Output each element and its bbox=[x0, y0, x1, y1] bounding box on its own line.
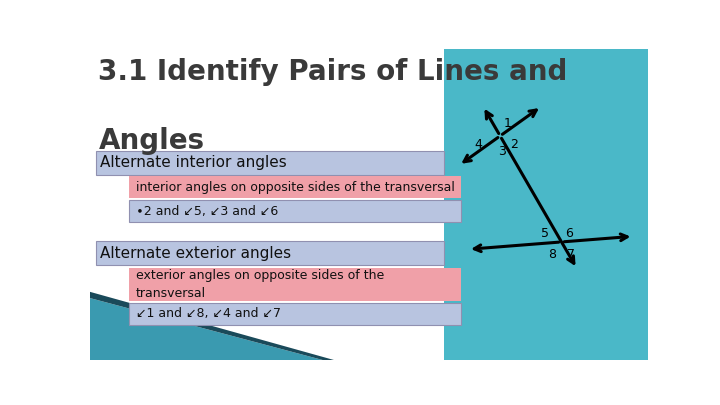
Text: 1: 1 bbox=[504, 117, 512, 130]
FancyBboxPatch shape bbox=[96, 151, 444, 175]
FancyBboxPatch shape bbox=[96, 241, 444, 265]
Polygon shape bbox=[90, 292, 336, 360]
Text: Alternate interior angles: Alternate interior angles bbox=[100, 155, 287, 170]
Polygon shape bbox=[90, 298, 324, 360]
Text: exterior angles on opposite sides of the
transversal: exterior angles on opposite sides of the… bbox=[136, 269, 384, 300]
FancyBboxPatch shape bbox=[444, 49, 648, 360]
Text: Angles: Angles bbox=[99, 126, 204, 155]
Text: 3: 3 bbox=[498, 145, 505, 158]
FancyBboxPatch shape bbox=[129, 268, 461, 301]
Text: 2: 2 bbox=[510, 139, 518, 151]
Text: 8: 8 bbox=[548, 248, 556, 261]
Text: 4: 4 bbox=[474, 138, 482, 151]
Text: 7: 7 bbox=[567, 248, 575, 261]
FancyBboxPatch shape bbox=[129, 200, 461, 222]
Text: 6: 6 bbox=[565, 227, 572, 240]
Text: ↙1 and ↙8, ↙4 and ↙7: ↙1 and ↙8, ↙4 and ↙7 bbox=[136, 307, 281, 320]
Text: Alternate exterior angles: Alternate exterior angles bbox=[100, 246, 291, 261]
FancyBboxPatch shape bbox=[129, 175, 461, 198]
Text: ∙2 and ↙5, ↙3 and ↙6: ∙2 and ↙5, ↙3 and ↙6 bbox=[136, 205, 278, 217]
Text: 3.1 Identify Pairs of Lines and: 3.1 Identify Pairs of Lines and bbox=[99, 58, 568, 86]
FancyBboxPatch shape bbox=[129, 303, 461, 324]
Text: interior angles on opposite sides of the transversal: interior angles on opposite sides of the… bbox=[136, 181, 454, 194]
Text: 5: 5 bbox=[541, 227, 549, 240]
